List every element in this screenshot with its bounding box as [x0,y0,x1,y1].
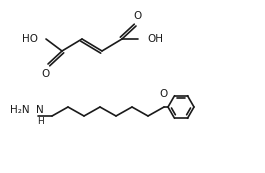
Text: O: O [42,69,50,79]
Text: H: H [37,116,43,125]
Text: O: O [134,11,142,21]
Text: O: O [160,89,168,99]
Text: OH: OH [147,34,163,44]
Text: HO: HO [22,34,38,44]
Text: H₂N: H₂N [10,105,30,115]
Text: N: N [36,105,44,115]
